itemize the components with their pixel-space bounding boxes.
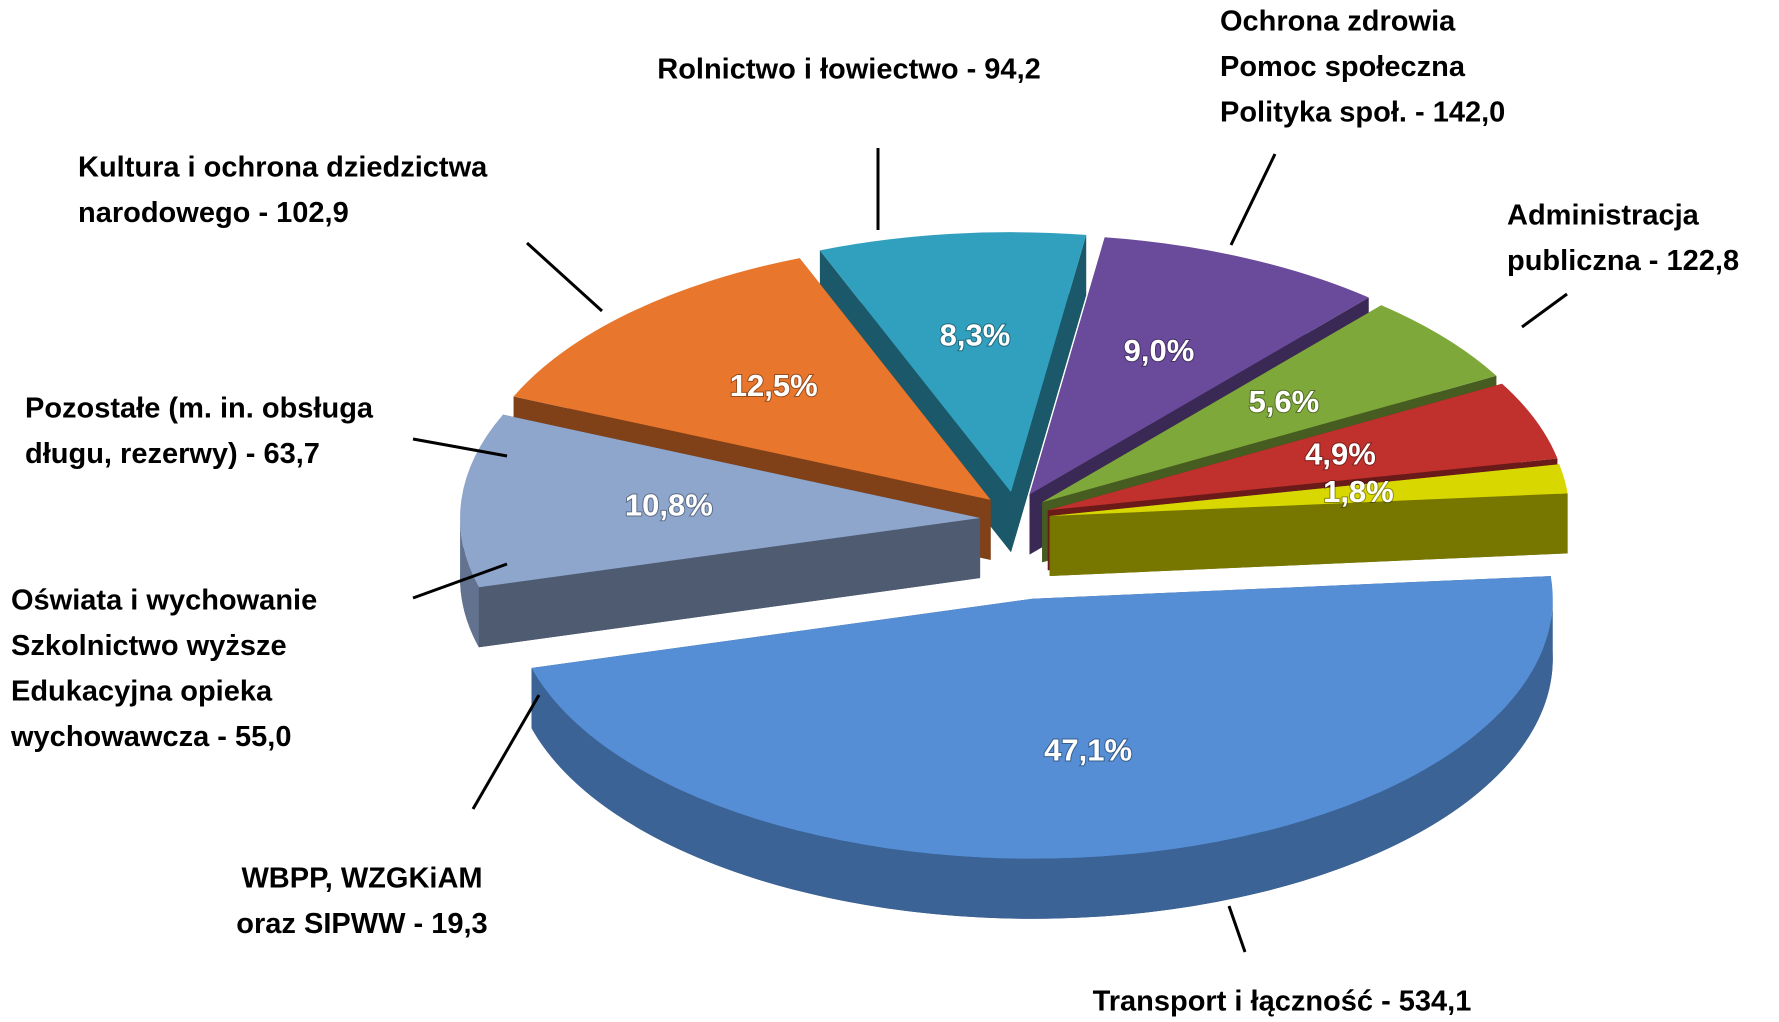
category-label: Kultura i ochrona dziedzictwa <box>78 152 488 184</box>
data-label: 8,3% <box>940 317 1011 352</box>
slice <box>531 576 1553 919</box>
category-label: Administracja <box>1507 200 1700 232</box>
data-label: 5,6% <box>1249 384 1320 419</box>
category-label: Ochrona zdrowia <box>1220 6 1456 38</box>
category-label: długu, rezerwy) - 63,7 <box>25 438 320 470</box>
leader-line <box>412 437 508 458</box>
data-label: 4,9% <box>1305 436 1376 471</box>
slice <box>1049 464 1568 576</box>
slice-wall <box>1049 493 1568 576</box>
category-label: Pozostałe (m. in. obsługa <box>25 393 374 425</box>
data-label: 47,1% <box>1044 732 1132 767</box>
leader-line <box>412 562 508 600</box>
category-label: Transport i łączność - 534,1 <box>1093 986 1472 1018</box>
category-label: Edukacyjna opieka <box>11 676 273 708</box>
slice <box>460 414 981 588</box>
category-label: Polityka społ. - 142,0 <box>1220 97 1505 129</box>
slice <box>1049 464 1568 516</box>
leader-line <box>471 694 541 810</box>
slice <box>1047 383 1558 511</box>
slice <box>460 414 981 648</box>
slice-side <box>460 518 479 648</box>
data-label: 12,5% <box>730 368 818 403</box>
data-label: 10,8% <box>625 487 713 522</box>
category-label: Szkolnictwo wyższe <box>11 630 287 662</box>
data-label: 1,8% <box>1323 474 1394 509</box>
data-label: 9,0% <box>1124 333 1195 368</box>
leader-line <box>1227 905 1247 953</box>
slice-wall <box>1010 234 1087 553</box>
slice <box>819 232 1087 493</box>
category-label: publiczna - 122,8 <box>1507 245 1739 277</box>
category-label: wychowawcza - 55,0 <box>10 721 291 753</box>
slice <box>1029 237 1369 495</box>
category-label: oraz SIPWW - 19,3 <box>236 908 487 940</box>
slice-side <box>531 598 1553 919</box>
leader-line <box>525 241 604 313</box>
leader-line <box>1229 153 1277 246</box>
slice <box>513 258 991 500</box>
category-label: WBPP, WZGKiAM <box>241 863 482 895</box>
slice <box>531 576 1553 859</box>
category-label: Rolnictwo i łowiectwo - 94,2 <box>657 54 1041 86</box>
category-label: Pomoc społeczna <box>1220 51 1466 83</box>
leader-line <box>1521 292 1568 329</box>
slice <box>1042 305 1497 503</box>
category-label: narodowego - 102,9 <box>78 197 349 229</box>
category-label: Oświata i wychowanie <box>11 585 317 617</box>
